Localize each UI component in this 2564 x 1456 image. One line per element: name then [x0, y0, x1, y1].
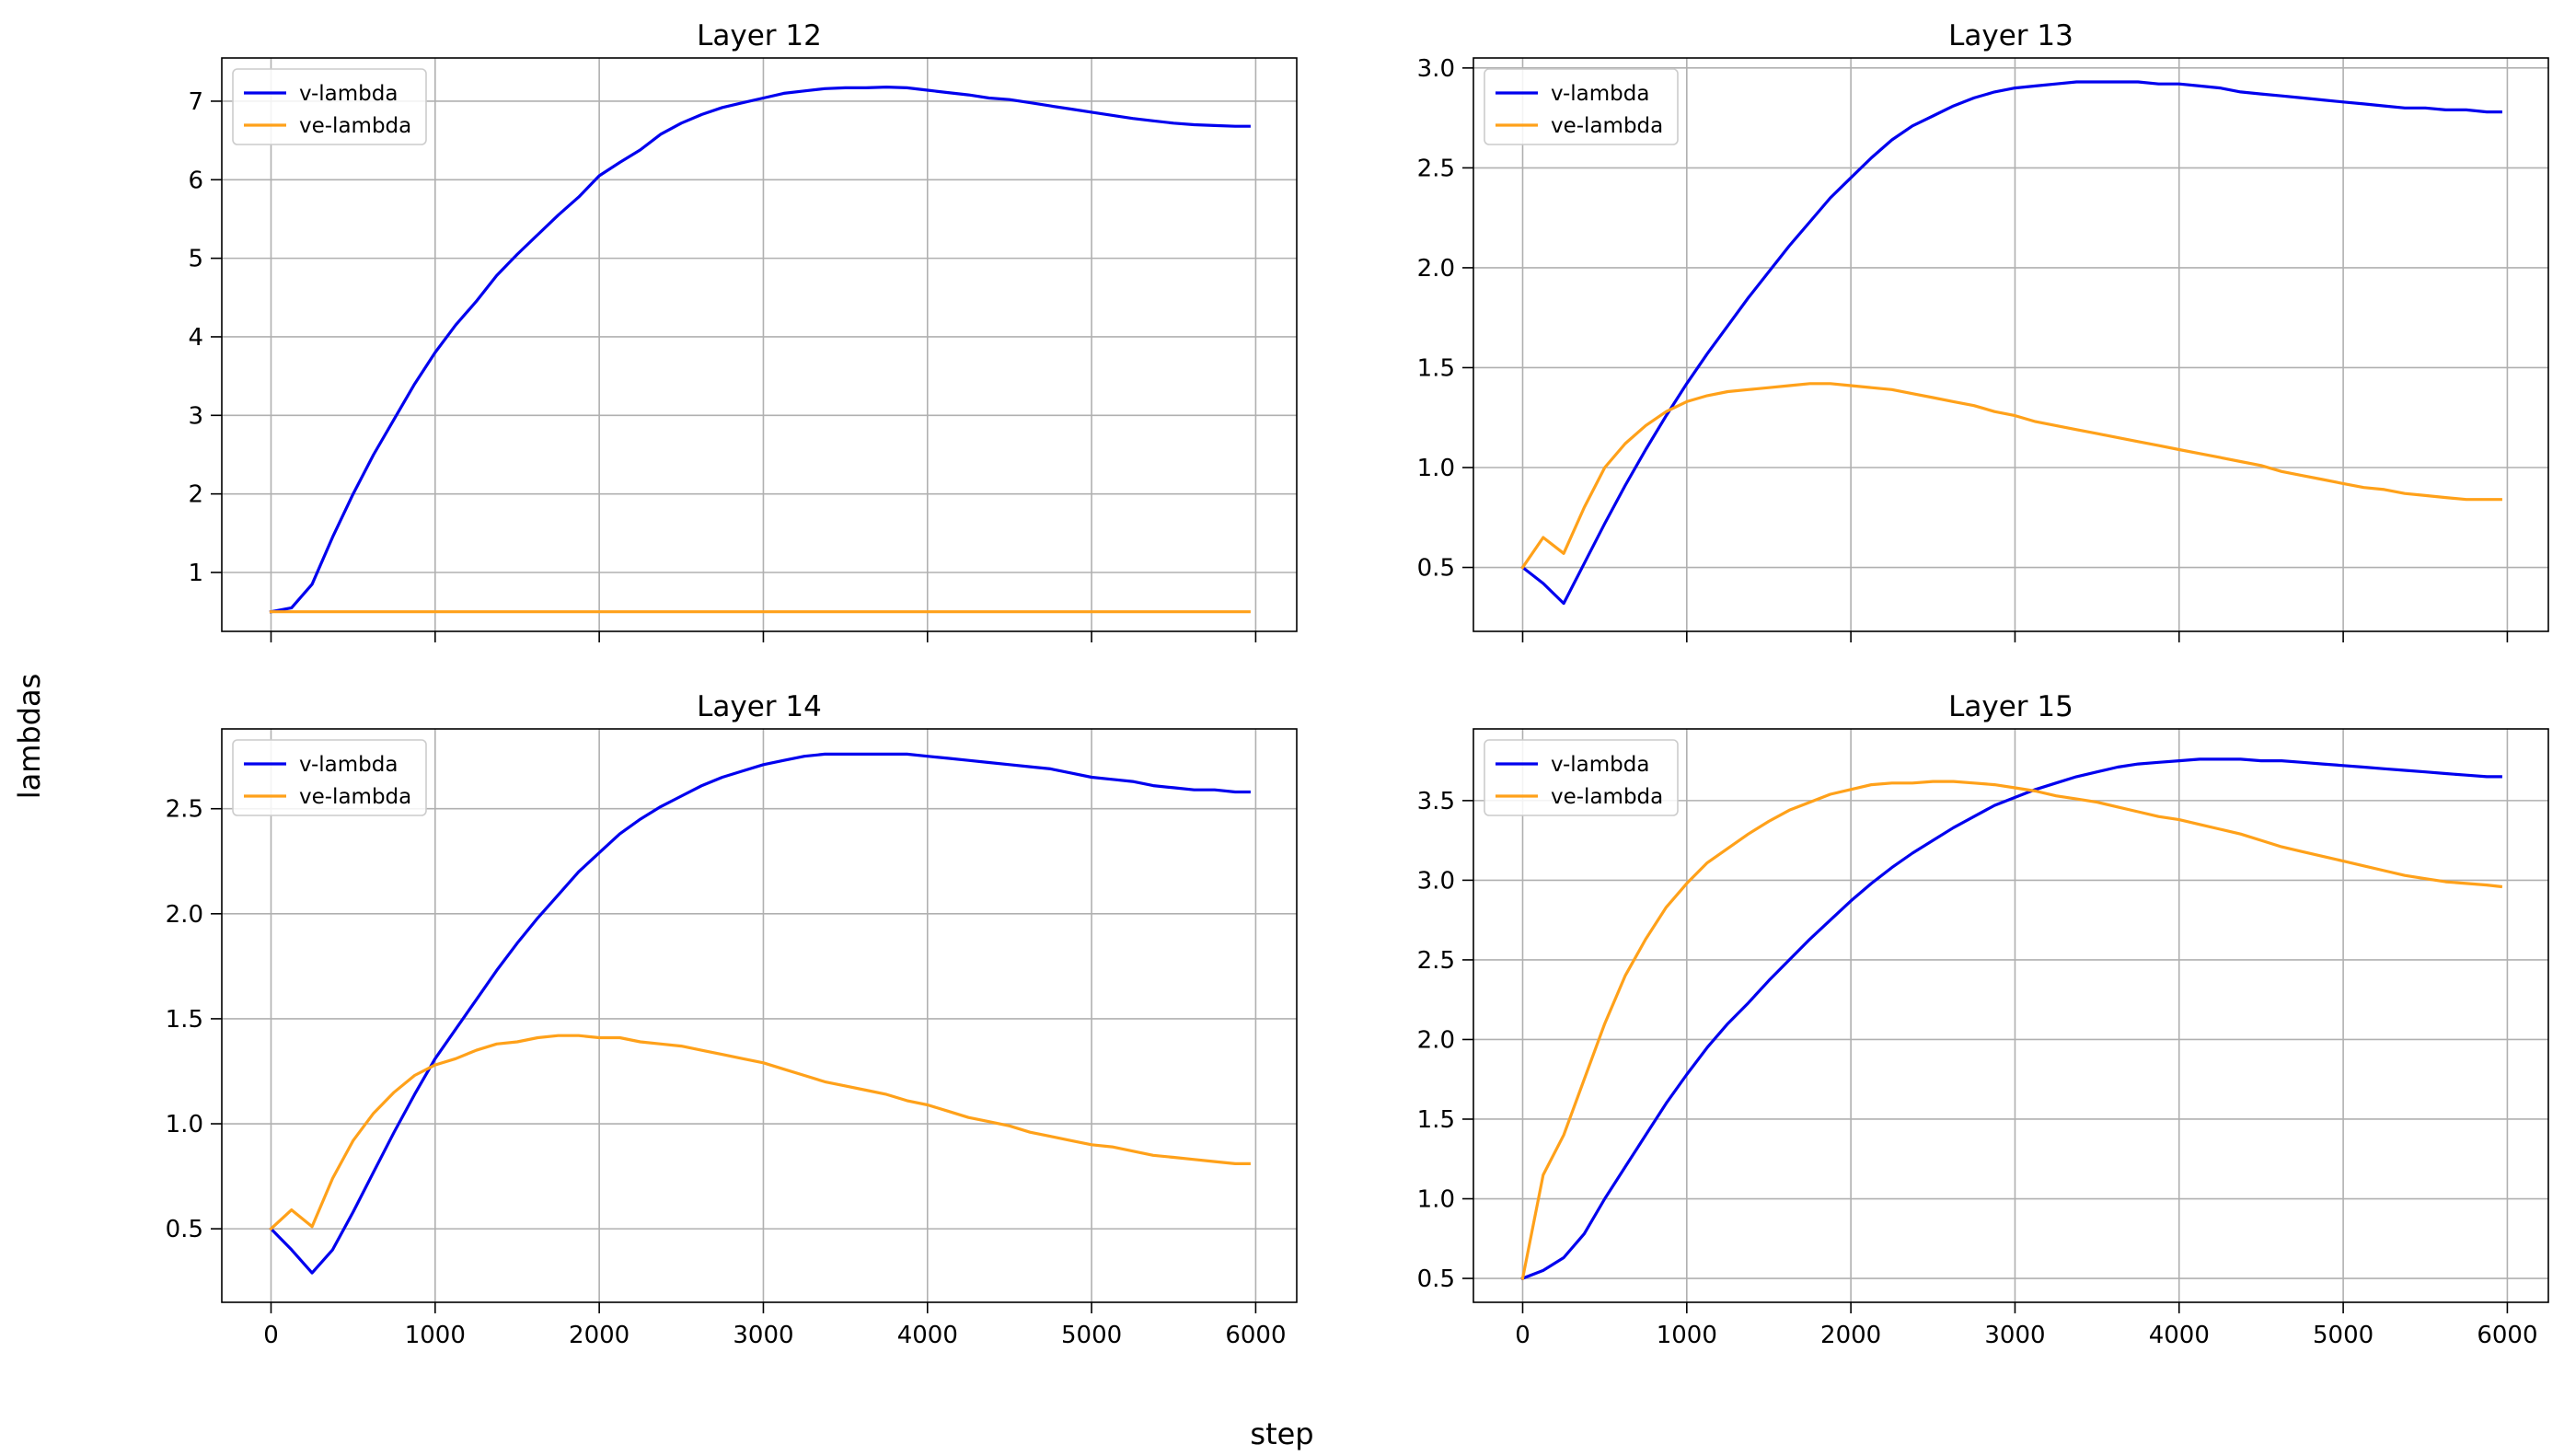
y-tick-label: 2.0	[166, 901, 203, 929]
y-tick-label: 1.0	[1417, 1186, 1455, 1214]
y-tick-label: 0.5	[166, 1216, 203, 1243]
x-tick-label: 4000	[2149, 1322, 2210, 1349]
series-line-v-lambda	[269, 85, 1251, 614]
legend: v-lambda ve-lambda	[232, 739, 427, 816]
series-line-v-lambda	[269, 752, 1251, 1275]
x-tick-label: 1000	[405, 1322, 466, 1349]
y-tick-label: 2.0	[1417, 1026, 1455, 1054]
x-tick-label: 3000	[733, 1322, 793, 1349]
y-tick-label: 3.5	[1417, 788, 1455, 815]
legend-label: v-lambda	[299, 82, 398, 106]
y-tick-label: 1.5	[1417, 1106, 1455, 1134]
x-tick-label: 6000	[1225, 1322, 1286, 1349]
subplot-title: Layer 13	[1948, 19, 2073, 52]
y-tick-label: 0.5	[1417, 555, 1455, 583]
legend-label: v-lambda	[1551, 753, 1649, 777]
y-tick-label: 1.5	[1417, 354, 1455, 382]
y-tick-label: 1.0	[1417, 455, 1455, 482]
series-line-ve-lambda	[1520, 780, 2503, 1280]
y-tick-label: 5	[188, 246, 203, 273]
subplot-1: 1 2 3 4 5 6 7 Layer 12 v-lambda ve-lambda	[188, 19, 1298, 642]
x-tick-label: 2000	[569, 1322, 629, 1349]
subplot-4: 0 1000 2000 3000 4000 5000 6000 0.5 1.0 1.5 2.0 2.5…	[1417, 690, 2549, 1349]
axes-frame	[1473, 57, 2549, 632]
x-tick-label: 5000	[2313, 1322, 2373, 1349]
x-tick-label: 3000	[1984, 1322, 2045, 1349]
figure-ylabel: lambdas	[12, 673, 47, 800]
series-line-v-lambda	[1520, 757, 2502, 1281]
subplot-title: Layer 12	[697, 19, 822, 52]
axes-frame	[1473, 728, 2549, 1303]
subplot-title: Layer 15	[1948, 690, 2073, 723]
x-tick-label: 5000	[1061, 1322, 1122, 1349]
y-tick-label: 2.0	[1417, 255, 1455, 283]
y-tick-label: 1	[188, 560, 203, 587]
y-tick-label: 3.0	[1417, 867, 1455, 895]
legend: v-lambda ve-lambda	[1484, 739, 1679, 816]
subplot-2: 0.5 1.0 1.5 2.0 2.5 3.0 Layer 13 v-lambda ve-lam…	[1417, 19, 2549, 642]
series-line-ve-lambda	[269, 1034, 1251, 1231]
subplot-3: 0 1000 2000 3000 4000 5000 6000 0.5 1.0 1.5 2.0 2.5…	[166, 690, 1298, 1349]
legend-label: ve-lambda	[299, 785, 411, 809]
legend: v-lambda ve-lambda	[1484, 68, 1679, 145]
x-tick-label: 1000	[1657, 1322, 1717, 1349]
series-line-v-lambda	[1520, 80, 2502, 606]
subplot-title: Layer 14	[697, 690, 822, 723]
y-tick-label: 2	[188, 481, 203, 509]
y-tick-label: 1.5	[166, 1006, 203, 1034]
series-line-ve-lambda	[1520, 382, 2502, 570]
y-tick-label: 3	[188, 402, 203, 430]
legend-label: ve-lambda	[1551, 114, 1663, 138]
legend-label: ve-lambda	[1551, 785, 1663, 809]
y-tick-label: 6	[188, 167, 203, 194]
y-tick-label: 3.0	[1417, 55, 1455, 83]
x-tick-label: 4000	[897, 1322, 958, 1349]
y-tick-label: 1.0	[166, 1111, 203, 1138]
axes-frame	[221, 728, 1298, 1303]
axes-frame	[221, 57, 1298, 632]
legend-label: ve-lambda	[299, 114, 411, 138]
y-tick-label: 2.5	[1417, 155, 1455, 182]
x-tick-label: 2000	[1820, 1322, 1881, 1349]
y-tick-label: 2.5	[166, 796, 203, 824]
x-tick-label: 0	[1515, 1322, 1530, 1349]
figure-xlabel: step	[1250, 1416, 1314, 1451]
y-tick-label: 2.5	[1417, 947, 1455, 975]
y-tick-label: 4	[188, 324, 203, 352]
legend-label: v-lambda	[1551, 82, 1649, 106]
x-tick-label: 6000	[2477, 1322, 2537, 1349]
legend: v-lambda ve-lambda	[232, 68, 427, 145]
y-tick-label: 0.5	[1417, 1265, 1455, 1293]
x-tick-label: 0	[263, 1322, 279, 1349]
legend-label: v-lambda	[299, 753, 398, 777]
y-tick-label: 7	[188, 88, 203, 116]
